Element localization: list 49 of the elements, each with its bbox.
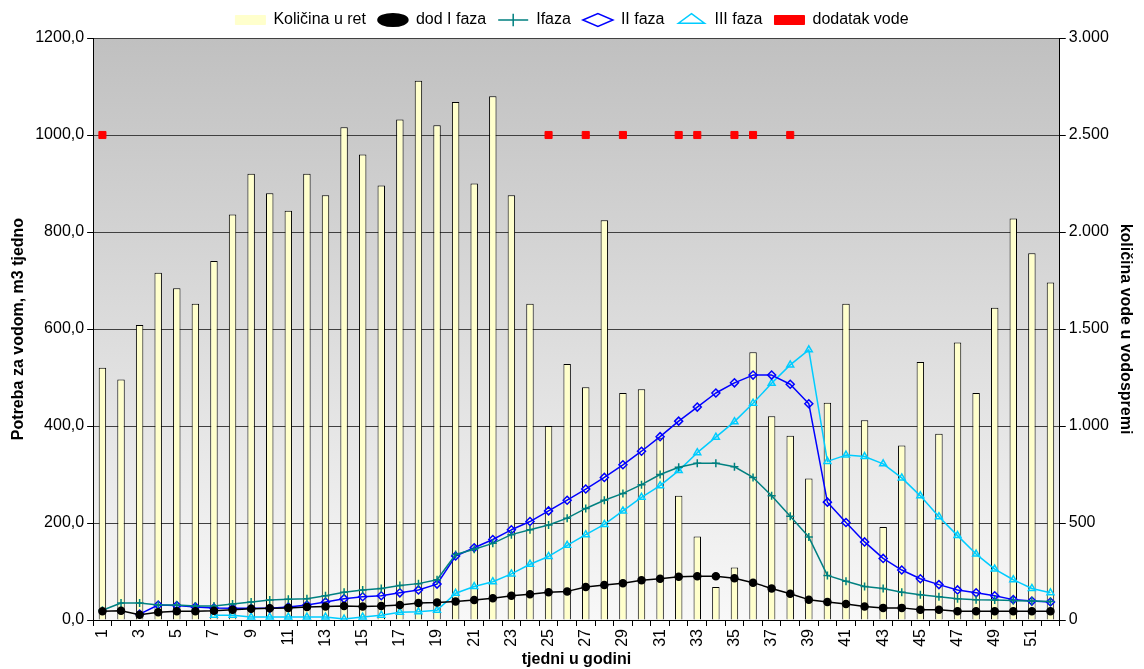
x-tick-label: 47: [947, 628, 965, 647]
legend-label: III faza: [714, 10, 763, 28]
x-tick-label: 27: [576, 628, 594, 647]
x-tick-label: 7: [204, 628, 222, 638]
x-tick-label: 25: [538, 628, 556, 647]
y2-tick-label: 500: [1068, 513, 1096, 531]
x-tick-label: 35: [724, 628, 742, 647]
x-tick-label: 21: [464, 628, 482, 647]
x-tick-label: 33: [687, 628, 705, 647]
y-tick-label: 1200,0: [35, 28, 85, 46]
x-tick-label: 15: [353, 628, 371, 647]
y2-axis-title: količina vode u vodospremi: [1117, 223, 1135, 435]
y2-tick-label: 1.000: [1068, 416, 1109, 434]
y-tick-label: 200,0: [44, 513, 85, 531]
y2-tick-label: 2.500: [1068, 125, 1109, 143]
x-tick-label: 9: [241, 628, 259, 638]
x-tick-label: 39: [799, 628, 817, 647]
y2-tick-label: 3.000: [1068, 28, 1109, 46]
y2-tick-label: 2.000: [1068, 222, 1109, 240]
x-tick-label: 37: [762, 628, 780, 647]
x-tick-label: 29: [613, 628, 631, 647]
x-tick-label: 17: [390, 628, 408, 647]
legend-label: dodatak vode: [812, 10, 909, 28]
y2-tick-label: 0: [1068, 610, 1078, 628]
x-tick-label: 31: [650, 628, 668, 647]
x-tick-label: 43: [873, 628, 891, 647]
x-tick-label: 13: [315, 628, 333, 647]
x-tick-label: 11: [278, 628, 296, 646]
x-tick-label: 41: [836, 628, 854, 647]
y-tick-label: 400,0: [44, 416, 85, 434]
x-tick-label: 5: [167, 628, 185, 638]
x-axis-title: tjedni u godini: [521, 649, 632, 667]
y-axis-title: Potreba za vodom, m3 tjedno: [9, 217, 27, 441]
legend-label: II faza: [620, 10, 665, 28]
y-tick-label: 1000,0: [35, 125, 85, 143]
x-tick-label: 45: [910, 628, 928, 647]
y-tick-label: 800,0: [44, 222, 85, 240]
legend-label: dod I faza: [415, 10, 487, 28]
x-tick-label: 3: [130, 628, 148, 638]
x-tick-label: 23: [501, 628, 519, 647]
y-tick-label: 0,0: [61, 610, 85, 628]
y-tick-label: 600,0: [44, 319, 85, 337]
x-tick-label: 51: [1022, 628, 1040, 647]
x-tick-label: 49: [985, 628, 1003, 647]
y2-tick-label: 1.500: [1068, 319, 1109, 337]
legend-label: Ifaza: [536, 10, 571, 28]
legend-label: Količina u ret: [273, 10, 367, 28]
x-tick-label: 1: [92, 628, 110, 638]
x-tick-label: 19: [427, 628, 445, 647]
